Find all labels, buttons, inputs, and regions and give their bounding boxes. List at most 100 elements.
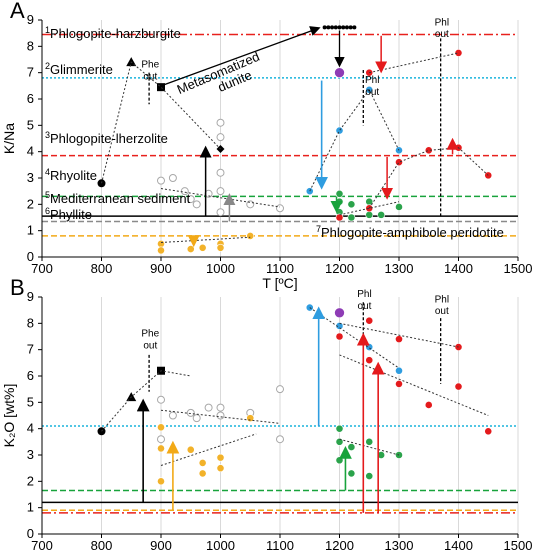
data-point: [347, 443, 356, 451]
y-tick-label: 5: [27, 394, 34, 409]
data-point: [335, 332, 344, 341]
data-point: [246, 232, 255, 240]
data-point: [334, 67, 345, 78]
trend-line: [160, 236, 251, 244]
data-point: [334, 307, 345, 319]
dunite-dot: [348, 25, 353, 30]
reference-line-number: 4: [45, 167, 50, 177]
x-tick-label: 900: [150, 261, 172, 276]
x-tick-label: 900: [150, 538, 172, 550]
x-tick-label: 800: [91, 538, 113, 550]
panel-a: 700 800 900 1000 1100 1200 1300 1400 1500 0 1 2 3 4 5 6…: [1, 0, 532, 291]
data-point: [186, 195, 195, 204]
data-point: [347, 200, 356, 209]
data-point: [157, 435, 165, 444]
data-point: [216, 168, 225, 177]
dunite-dot: [337, 25, 342, 30]
y-tick-label: 3: [27, 447, 34, 462]
annotation-phe: out: [143, 71, 157, 82]
x-tick-label: 1200: [325, 261, 354, 276]
data-point: [204, 403, 213, 412]
x-tick-label: 700: [31, 261, 53, 276]
data-point: [365, 343, 374, 351]
data-point: [454, 49, 463, 57]
trend-line: [339, 354, 489, 416]
arrow: [160, 26, 321, 87]
data-point: [335, 213, 344, 222]
annotation-phl: out: [435, 306, 449, 317]
reference-line-number: 2: [45, 61, 50, 71]
data-point: [395, 335, 403, 344]
reference-line-label: 4Rhyolite: [45, 167, 97, 183]
y-tick-label: 1: [27, 500, 34, 515]
dunite-dot: [344, 25, 349, 30]
annotation-phl: out: [365, 87, 379, 98]
data-point: [246, 414, 255, 423]
data-point: [424, 401, 433, 409]
x-tick-label: 1200: [325, 538, 354, 550]
panel-label: B: [10, 275, 25, 300]
data-point: [395, 366, 403, 375]
data-point: [246, 200, 255, 209]
data-point: [335, 189, 344, 198]
y-tick-label: 2: [27, 473, 34, 488]
panel-b: 700 800 900 1000 1100 1200 1300 1400 1500 0 1 2 3 4 5 6…: [1, 275, 532, 550]
y-tick-label: 4: [27, 144, 34, 159]
data-point: [395, 158, 403, 167]
y-axis-label: K/Na: [1, 123, 17, 154]
data-point: [424, 146, 433, 155]
dunite-dot: [352, 25, 357, 30]
y-tick-label: 9: [27, 289, 34, 304]
trend-line: [160, 433, 257, 467]
dunite-dot: [333, 25, 338, 30]
data-point: [377, 210, 386, 219]
data-point: [216, 118, 225, 127]
reference-line-name: Glimmerite: [50, 62, 113, 77]
reference-line-label: 1Phlogopite-harzburgite: [45, 25, 181, 41]
data-point: [365, 472, 374, 480]
data-point: [365, 437, 374, 446]
annotation-phl: Phl: [435, 294, 449, 305]
annotation-phl: out: [358, 301, 372, 312]
data-point: [335, 456, 344, 465]
annotation-phl: Phl: [357, 289, 371, 300]
y-tick-label: 0: [27, 526, 34, 541]
y-tick-label: 2: [27, 196, 34, 211]
reference-line-name: Phlogopite-amphibole peridotite: [321, 225, 504, 240]
x-tick-label: 1100: [266, 261, 294, 276]
dunite-dot: [330, 25, 335, 30]
data-point: [276, 385, 284, 394]
data-point: [365, 316, 374, 325]
reference-line-label: 2Glimmerite: [45, 61, 113, 77]
data-point: [186, 445, 195, 454]
y-axis-label: K₂O [wt%]: [1, 384, 17, 448]
data-point: [216, 403, 225, 412]
data-point: [216, 243, 225, 252]
data-point: [157, 83, 165, 92]
reference-line-number: 5: [45, 190, 50, 200]
x-tick-label: 1400: [444, 261, 473, 276]
data-point: [157, 444, 165, 453]
annotation-phe: Phe: [141, 329, 159, 340]
data-point: [157, 477, 165, 486]
y-tick-label: 4: [27, 421, 34, 436]
data-point: [157, 246, 165, 255]
data-point: [186, 408, 195, 417]
data-point: [198, 458, 207, 467]
trend-line: [160, 188, 281, 208]
data-point: [186, 245, 195, 253]
dunite-dot: [322, 25, 327, 30]
trend-line: [101, 370, 191, 432]
data-point: [216, 453, 225, 462]
y-tick-label: 9: [27, 12, 34, 27]
y-tick-label: 8: [27, 38, 34, 53]
reference-line-number: 6: [45, 206, 50, 216]
data-point: [192, 414, 201, 423]
annotation-phl: out: [435, 29, 449, 40]
data-point: [454, 382, 463, 391]
reference-line-label: 3Phlogopite-lherzolite: [45, 130, 168, 146]
trend-line: [101, 61, 221, 184]
y-tick-label: 7: [27, 65, 34, 80]
trend-line: [368, 147, 489, 209]
